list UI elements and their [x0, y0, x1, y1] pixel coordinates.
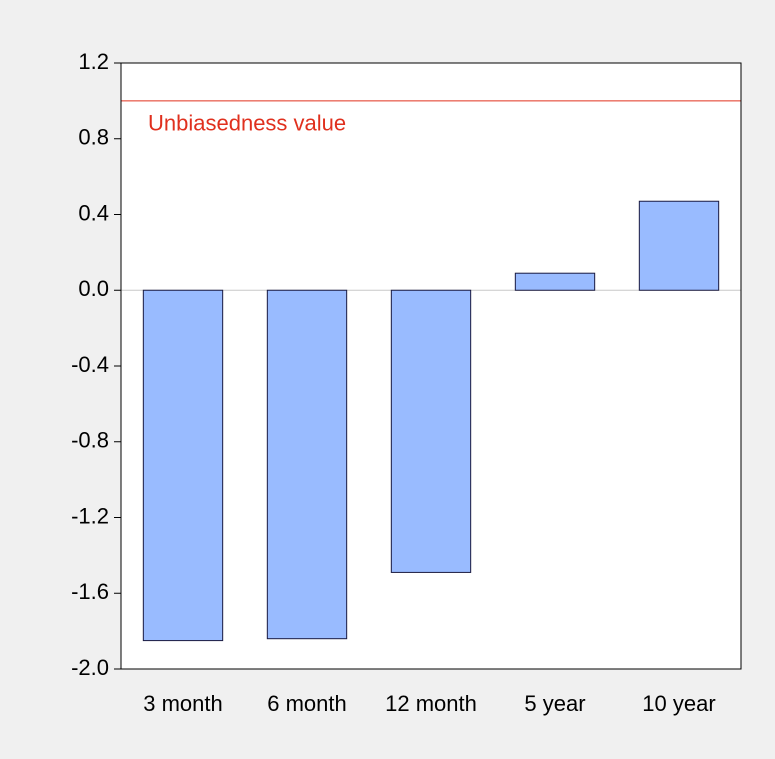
x-tick-label: 12 month: [385, 691, 477, 716]
x-tick-label: 10 year: [642, 691, 715, 716]
y-tick-label: -1.2: [71, 503, 109, 528]
x-tick-label: 5 year: [524, 691, 585, 716]
y-tick-label: 0.4: [78, 200, 109, 225]
bar: [266, 289, 348, 640]
bar: [638, 200, 720, 291]
y-tick-label: 1.2: [78, 49, 109, 74]
x-tick-label: 3 month: [143, 691, 223, 716]
x-tick-label: 6 month: [267, 691, 347, 716]
y-tick-label: -0.4: [71, 352, 109, 377]
bar: [514, 272, 596, 291]
y-tick-label: -0.8: [71, 428, 109, 453]
bar: [390, 289, 472, 573]
bar: [142, 289, 224, 642]
y-tick-label: 0.0: [78, 276, 109, 301]
y-tick-label: -1.6: [71, 579, 109, 604]
y-tick-label: 0.8: [78, 125, 109, 150]
reference-label: Unbiasedness value: [148, 111, 346, 136]
plot-frame: [120, 62, 742, 670]
y-tick-label: -2.0: [71, 655, 109, 680]
